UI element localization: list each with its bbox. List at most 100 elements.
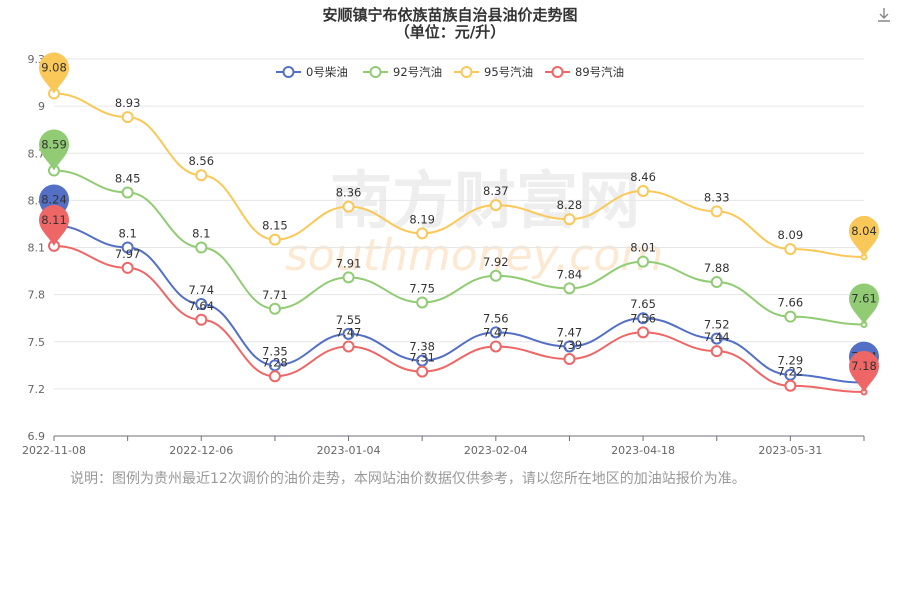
legend-item[interactable]: 92号汽油 <box>363 65 442 79</box>
data-label: 7.47 <box>557 325 583 339</box>
data-label: 7.56 <box>483 311 509 325</box>
x-axis: 2022-11-08 2022-12-06 2023-01-04 2023-02-04… <box>22 435 865 457</box>
data-label: 7.31 <box>409 351 435 365</box>
legend-label: 89号汽油 <box>575 65 624 79</box>
data-point <box>195 169 208 182</box>
data-label: 7.38 <box>409 340 435 354</box>
data-label: 7.55 <box>336 313 362 327</box>
legend[interactable]: 0号柴油 92号汽油 95号汽油 89号汽油 <box>276 65 624 79</box>
data-point <box>121 261 134 274</box>
pin-label: 9.08 <box>41 61 67 75</box>
data-point <box>195 313 208 326</box>
y-tick-label: 7.8 <box>28 289 46 302</box>
x-tick-label: 2023-05-31 <box>758 444 822 457</box>
data-label: 7.56 <box>630 311 656 325</box>
data-point <box>342 271 355 284</box>
legend-label: 0号柴油 <box>306 65 348 79</box>
pin-marker: 8.11 <box>39 204 69 246</box>
data-point <box>784 379 797 392</box>
chart-subtitle: （单位：元/升） <box>395 23 505 41</box>
pin-label: 8.04 <box>851 224 877 238</box>
data-point <box>489 199 502 212</box>
legend-item[interactable]: 95号汽油 <box>454 65 533 79</box>
data-point <box>416 227 429 240</box>
data-point <box>342 200 355 213</box>
data-label: 8.33 <box>704 190 730 204</box>
y-tick-label: 7.5 <box>28 336 46 349</box>
data-point <box>563 353 576 366</box>
data-label: 8.36 <box>336 186 362 200</box>
data-point <box>710 205 723 218</box>
data-point <box>563 213 576 226</box>
data-label: 7.47 <box>336 325 362 339</box>
data-label: 7.28 <box>262 355 288 369</box>
data-point <box>416 296 429 309</box>
data-label: 8.19 <box>409 212 435 226</box>
pin-shape <box>39 52 69 94</box>
data-label: 7.47 <box>483 325 509 339</box>
y-tick-label: 6.9 <box>28 430 46 443</box>
data-point <box>489 340 502 353</box>
data-label: 7.97 <box>115 247 141 261</box>
data-point <box>121 186 134 199</box>
legend-label: 92号汽油 <box>393 65 442 79</box>
data-label: 7.84 <box>557 267 583 281</box>
data-label: 8.15 <box>262 219 288 233</box>
data-label: 7.52 <box>704 318 730 332</box>
y-tick-label: 7.2 <box>28 383 46 396</box>
pin-label: 8.59 <box>41 138 67 152</box>
pin-marker: 9.08 <box>39 52 69 94</box>
data-label: 8.46 <box>630 170 656 184</box>
legend-label: 95号汽油 <box>484 65 533 79</box>
pin-label: 7.61 <box>851 291 877 305</box>
download-icon[interactable] <box>875 6 893 24</box>
data-label: 7.71 <box>262 288 288 302</box>
pin-label: 8.11 <box>41 213 67 227</box>
data-label: 8.1 <box>192 227 210 241</box>
data-point <box>710 332 723 345</box>
data-point <box>489 326 502 339</box>
data-label: 8.56 <box>188 154 214 168</box>
y-axis: 6.97.27.57.88.18.48.799.3 <box>28 53 46 443</box>
pin-marker: 7.18 <box>849 351 879 393</box>
pin-marker: 7.61 <box>849 283 879 325</box>
data-point <box>489 269 502 282</box>
x-tick-label: 2022-12-06 <box>169 444 233 457</box>
chart-note: 说明：图例为贵州最近12次调价的油价走势，本网站油价数据仅供参考，请以您所在地区… <box>70 471 746 487</box>
legend-item[interactable]: 89号汽油 <box>545 65 624 79</box>
pin-shape <box>849 351 879 393</box>
y-tick-label: 8.1 <box>28 242 46 255</box>
data-label: 7.66 <box>778 296 804 310</box>
data-label: 8.45 <box>115 172 141 186</box>
data-label: 8.01 <box>630 241 656 255</box>
data-label: 8.1 <box>118 227 136 241</box>
data-label: 7.35 <box>262 344 288 358</box>
data-labels: 8.17.747.357.557.387.567.477.657.527.298… <box>115 96 803 379</box>
legend-item[interactable]: 0号柴油 <box>276 65 348 79</box>
legend-marker <box>551 66 564 78</box>
data-point <box>563 340 576 353</box>
data-label: 7.91 <box>336 256 362 270</box>
data-label: 7.29 <box>778 354 804 368</box>
data-point <box>710 276 723 289</box>
pin-shape <box>39 129 69 171</box>
data-point <box>563 282 576 295</box>
legend-marker <box>369 66 382 78</box>
x-tick-label: 2022-11-08 <box>22 444 86 457</box>
pin-label: 7.18 <box>851 359 877 373</box>
grid-lines <box>54 58 864 437</box>
data-label: 7.22 <box>778 365 804 379</box>
x-tick-label: 2023-04-18 <box>611 444 675 457</box>
data-point <box>342 327 355 340</box>
data-point <box>268 370 281 383</box>
series-layer <box>48 87 868 396</box>
data-label: 7.75 <box>409 281 435 295</box>
data-label: 7.39 <box>557 338 583 352</box>
data-point <box>195 298 208 311</box>
data-label: 7.74 <box>188 283 214 297</box>
data-point <box>121 111 134 124</box>
data-point <box>342 340 355 353</box>
x-tick-label: 2023-02-04 <box>464 444 528 457</box>
data-point <box>637 255 650 268</box>
data-label: 7.88 <box>704 261 730 275</box>
